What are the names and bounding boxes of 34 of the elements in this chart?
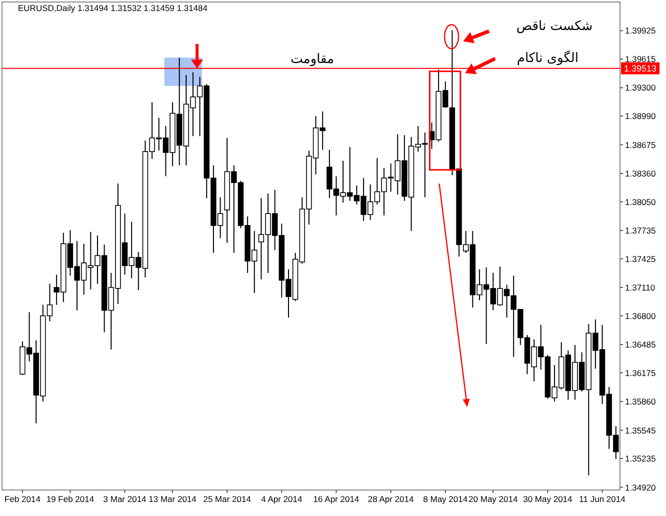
- y-tick-label: 1.38050: [625, 196, 656, 207]
- x-tick-label: 28 Apr 2014: [368, 494, 414, 504]
- x-tick-label: Feb 2014: [4, 494, 41, 504]
- y-tick-label: 1.37425: [625, 254, 656, 264]
- y-tick-label: 1.35235: [625, 454, 656, 464]
- x-tick-label: 20 May 2014: [468, 494, 518, 504]
- y-tick-label: 1.36175: [625, 368, 656, 378]
- y-tick-label: 1.38675: [625, 140, 656, 150]
- y-tick-label: 1.36800: [625, 310, 656, 321]
- x-tick-label: 13 Mar 2014: [148, 494, 197, 504]
- y-tick-label: 1.36485: [625, 340, 656, 350]
- y-tick-label: 1.39300: [625, 82, 656, 93]
- y-tick-label: 1.38360: [625, 168, 656, 178]
- y-tick-label: 1.34920: [625, 482, 656, 492]
- annotation: الگوی ناکام: [516, 50, 578, 66]
- y-tick-label: 1.37735: [625, 225, 656, 236]
- ref-line-label: 1.39513: [624, 63, 657, 74]
- x-tick-label: 19 Feb 2014: [46, 494, 94, 504]
- y-tick-label: 1.37110: [625, 282, 656, 293]
- x-tick-label: 11 Jun 2014: [579, 494, 626, 504]
- x-tick-label: 8 May 2014: [423, 494, 468, 504]
- y-tick-label: 1.38990: [625, 111, 656, 122]
- x-tick-label: 25 Mar 2014: [203, 494, 252, 504]
- x-tick-label: 3 Mar 2014: [103, 494, 147, 504]
- annotation: شکست ناقص: [516, 19, 593, 34]
- x-tick-label: 30 May 2014: [523, 494, 573, 504]
- chart-title: EURUSD,Daily 1.31494 1.31532 1.31459 1.31484: [18, 3, 208, 13]
- x-tick-label: 16 Apr 2014: [313, 494, 360, 504]
- y-tick-label: 1.35545: [625, 425, 656, 436]
- y-tick-label: 1.35860: [625, 396, 656, 407]
- x-tick-label: 4 Apr 2014: [261, 494, 302, 504]
- annotation: مقاومت: [290, 52, 334, 67]
- y-tick-label: 1.39615: [625, 54, 656, 64]
- y-tick-label: 1.39925: [625, 26, 656, 36]
